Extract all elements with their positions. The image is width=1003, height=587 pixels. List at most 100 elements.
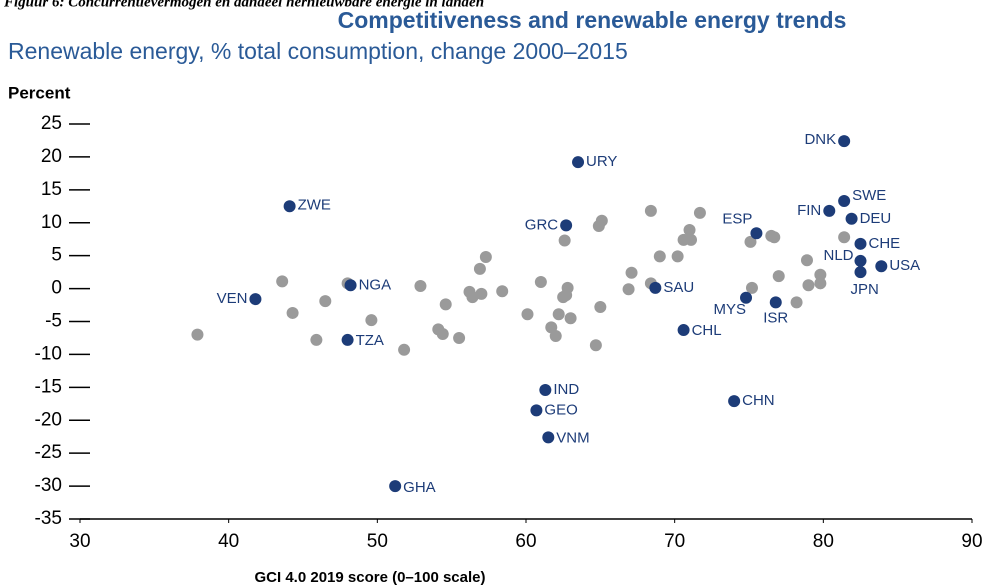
point [845,212,858,225]
point [276,275,289,288]
point [530,404,543,417]
point [622,283,635,296]
x-tick-label: 40 [218,531,239,552]
y-tick-label: -15 [35,376,62,397]
point [479,250,492,263]
y-tick-label: 25 [41,113,62,134]
y-axis-label: Percent [8,83,71,102]
point [558,234,571,247]
point-label: IND [553,381,579,398]
chart-title: Competitiveness and renewable energy tre… [338,7,847,33]
point [560,219,573,232]
point [249,293,262,306]
point-label: SWE [852,187,886,204]
point-label: GEO [544,401,577,418]
y-tick-label: -5 [45,311,62,332]
point [653,250,666,263]
point [838,231,851,244]
point [589,339,602,352]
point-label: DEU [860,210,892,227]
point [453,331,466,344]
point [286,306,299,319]
point [769,296,782,309]
point-label: CHL [692,322,722,339]
point [344,279,357,292]
x-tick-label: 80 [813,531,834,552]
point [557,291,570,304]
point [671,250,684,263]
point-label: URY [586,153,617,170]
point [319,295,332,308]
point [341,333,354,346]
point-label: SAU [663,279,694,296]
point-label: CHE [869,235,901,252]
point [473,262,486,275]
point [838,195,851,208]
point [740,291,753,304]
point-label: GHA [403,479,436,496]
point [772,270,785,283]
y-tick-label: 10 [41,212,62,233]
x-tick-label: 60 [515,531,536,552]
y-tick-label: 20 [41,146,62,167]
point [439,298,452,311]
point [539,383,552,396]
point [745,281,758,294]
point [564,312,577,325]
point [534,276,547,288]
point [496,285,509,298]
point-label: ZWE [298,196,331,213]
y-tick-label: -30 [35,475,62,496]
point-label: TZA [356,332,384,349]
point [475,287,488,300]
point [191,328,204,341]
point [521,308,534,321]
point-label: GRC [525,216,559,233]
x-tick-label: 90 [961,531,982,552]
point [398,343,411,356]
point [875,260,888,273]
point-label: FIN [797,202,821,219]
point [838,135,851,148]
point [854,266,867,279]
point [549,329,562,342]
point [283,200,296,213]
point-label: VEN [217,290,248,307]
point [649,281,662,294]
point [594,301,607,314]
point [790,296,803,309]
point [542,431,555,444]
point [592,220,605,233]
point [310,333,323,346]
point [677,324,690,337]
point [552,308,565,321]
x-tick-label: 50 [367,531,388,552]
point [685,233,698,246]
point [750,227,763,240]
point-label: NGA [359,276,392,293]
y-tick-label: 0 [51,278,62,299]
point-label: ISR [763,309,788,326]
point-label: NLD [823,247,853,264]
point [625,266,638,279]
point [436,328,449,341]
point [572,156,585,169]
point [644,204,657,217]
point [683,223,696,236]
chart-subtitle: Renewable energy, % total consumption, c… [8,38,628,64]
point [414,279,427,292]
point-label: VNM [556,429,589,446]
caption: Figuur 6: Concurrentievermogen en aandee… [3,0,484,10]
point [802,279,815,292]
point [768,231,781,244]
point [728,395,741,408]
point [814,277,827,290]
y-tick-label: -35 [35,508,62,529]
x-tick-label: 70 [664,531,685,552]
point [365,314,378,327]
y-tick-label: 5 [51,245,62,266]
point-label: DNK [804,131,836,148]
point [854,237,867,250]
point-label: ESP [722,210,752,227]
